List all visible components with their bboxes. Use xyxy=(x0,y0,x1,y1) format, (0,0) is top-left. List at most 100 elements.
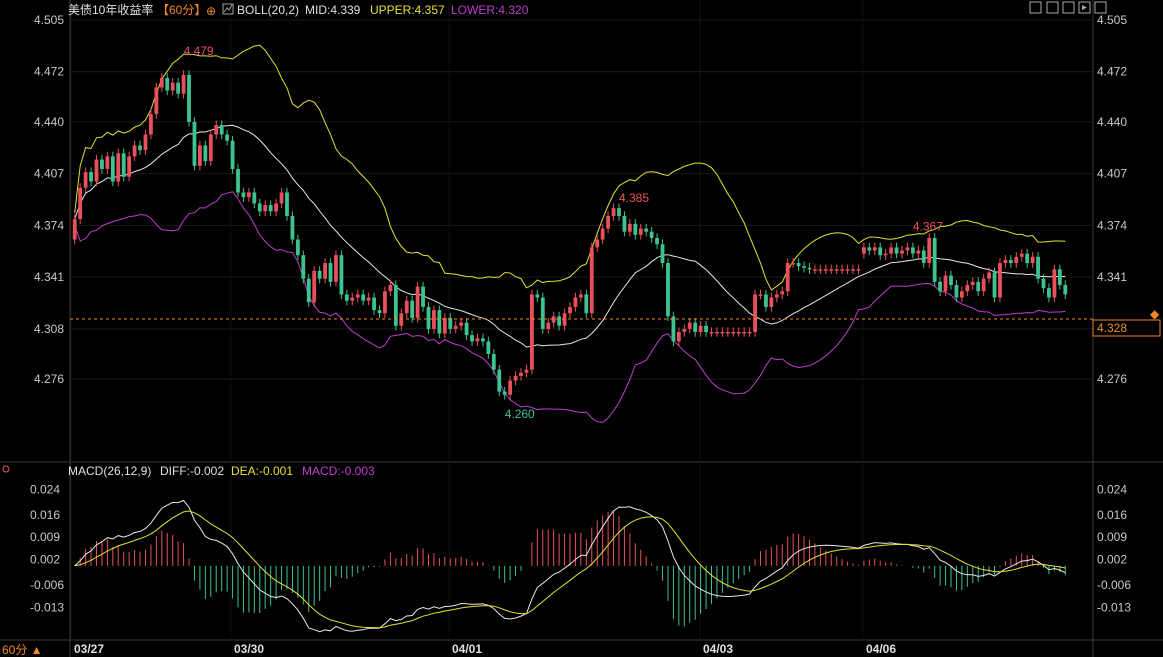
candle-body xyxy=(883,253,888,256)
candle-body xyxy=(165,78,170,91)
candle-body xyxy=(910,247,915,254)
period-tag[interactable]: 【60分】 xyxy=(157,3,206,17)
candle-body xyxy=(845,269,850,271)
candle-body xyxy=(709,332,714,334)
candle-body xyxy=(306,278,311,303)
next-icon[interactable] xyxy=(1078,1,1091,14)
candle-body xyxy=(970,281,975,285)
candle-body xyxy=(1057,269,1062,285)
candle-body xyxy=(671,316,676,342)
candle-body xyxy=(834,269,839,271)
macd-tick-left: -0.013 xyxy=(30,600,64,614)
candle-body xyxy=(372,297,376,311)
candles xyxy=(72,70,1068,400)
boll-label: BOLL(20,2) xyxy=(237,3,299,17)
candle-body xyxy=(132,145,137,157)
candle-body xyxy=(1019,253,1024,257)
macd-tick-left: 0.024 xyxy=(30,482,60,496)
macd-dea: DEA:-0.001 xyxy=(231,464,293,478)
candle-body xyxy=(905,247,910,251)
boll-upper: UPPER:4.357 xyxy=(370,3,445,17)
candle-body xyxy=(268,205,273,212)
candle-body xyxy=(753,294,757,333)
candle-body xyxy=(731,332,736,334)
candle-body xyxy=(872,247,877,251)
candle-body xyxy=(813,269,817,271)
zoom-out-icon[interactable] xyxy=(1062,1,1075,14)
candle-body xyxy=(236,168,240,193)
candle-body xyxy=(758,294,763,296)
macd-tick-right: 0.009 xyxy=(1097,530,1127,544)
candle-body xyxy=(127,156,132,177)
candle-body xyxy=(279,192,284,204)
price-tick-left: 4.374 xyxy=(34,218,64,232)
candle-body xyxy=(519,372,523,376)
candle-body xyxy=(856,269,861,271)
grid xyxy=(70,0,1093,640)
price-tick-left: 4.440 xyxy=(34,115,64,129)
macd-tick-right: 0.016 xyxy=(1097,508,1127,522)
candle-body xyxy=(840,269,845,271)
candle-body xyxy=(377,310,382,314)
candle-body xyxy=(725,332,730,334)
candle-body xyxy=(295,239,300,256)
candle-body xyxy=(274,203,279,212)
candle-body xyxy=(143,134,148,151)
candle-body xyxy=(388,284,393,292)
candle-body xyxy=(138,145,142,151)
candle-body xyxy=(116,153,121,182)
candle-body xyxy=(938,281,943,292)
candle-body xyxy=(263,205,268,212)
expand-icon[interactable] xyxy=(1094,1,1107,14)
candle-body xyxy=(981,278,986,292)
candle-body xyxy=(393,284,398,326)
candle-body xyxy=(497,369,502,392)
price-tick-right: 4.505 xyxy=(1097,13,1127,27)
candle-body xyxy=(149,114,153,135)
zoom-in-icon[interactable] xyxy=(1046,1,1059,14)
candle-body xyxy=(540,297,545,329)
candle-body xyxy=(780,291,785,295)
candle-body xyxy=(900,250,904,254)
candle-body xyxy=(350,297,355,301)
candle-body xyxy=(176,82,181,94)
candle-body xyxy=(954,284,959,298)
candle-body xyxy=(796,263,801,267)
candle-body xyxy=(666,263,670,317)
candle-body xyxy=(715,332,719,334)
pane-marker-icon[interactable] xyxy=(2,465,10,473)
settings-icon[interactable]: ⊕ xyxy=(206,4,216,18)
candle-body xyxy=(535,294,540,298)
candle-body xyxy=(769,297,774,307)
candle-body xyxy=(491,353,496,370)
candle-body xyxy=(1063,284,1068,295)
candle-body xyxy=(829,269,834,271)
candle-body xyxy=(823,269,828,271)
candle-body xyxy=(285,192,289,216)
boll-lower-line xyxy=(74,191,1066,423)
period-selector[interactable]: 60分 ▲ xyxy=(2,643,43,657)
candle-body xyxy=(334,255,338,282)
candle-body xyxy=(154,87,159,115)
candle-body xyxy=(1041,278,1046,289)
boll-icon[interactable] xyxy=(222,3,234,15)
candle-body xyxy=(611,208,616,216)
candle-body xyxy=(1030,256,1035,264)
candle-body xyxy=(355,294,360,298)
candle-body xyxy=(921,250,926,264)
candle-body xyxy=(644,228,649,232)
candle-body xyxy=(557,316,562,326)
candle-body xyxy=(415,286,420,318)
candle-body xyxy=(687,322,692,329)
candle-body xyxy=(693,322,698,333)
candle-body xyxy=(1014,256,1019,264)
axis-labels: 4.505 4.505 4.472 4.472 4.440 4.440 4.407 4.407… xyxy=(30,13,1131,656)
candle-body xyxy=(660,244,665,264)
candle-body xyxy=(121,153,126,177)
candle-body xyxy=(589,247,594,314)
candle-body xyxy=(894,247,899,254)
fit-icon[interactable] xyxy=(1029,1,1042,14)
candle-body xyxy=(676,332,681,342)
price-tick-right: 4.374 xyxy=(1097,218,1127,232)
candle-body xyxy=(246,192,251,198)
